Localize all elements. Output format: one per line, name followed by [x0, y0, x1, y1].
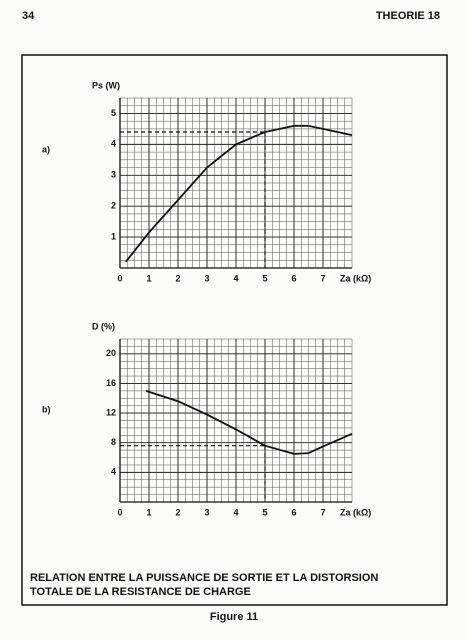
y-tick-label: 4: [111, 139, 116, 149]
y-axis-label: D (%): [92, 321, 115, 331]
y-tick-label: 1: [111, 231, 116, 241]
panel-label: b): [42, 404, 51, 414]
x-tick-label: 2: [175, 507, 180, 517]
x-tick-label: 4: [233, 507, 238, 517]
x-tick-label: 6: [291, 273, 296, 283]
caption: TOTALE DE LA RESISTANCE DE CHARGE: [30, 586, 251, 598]
x-axis-label: Za (kΩ): [340, 507, 371, 517]
caption: RELATION ENTRE LA PUISSANCE DE SORTIE ET…: [30, 572, 378, 584]
x-tick-label: 3: [204, 273, 209, 283]
x-tick-label: 0: [117, 273, 122, 283]
y-tick-label: 16: [106, 378, 116, 388]
x-tick-label: 7: [320, 273, 325, 283]
y-tick-label: 12: [106, 407, 116, 417]
x-axis-label: Za (kΩ): [340, 273, 371, 283]
x-tick-label: 0: [117, 507, 122, 517]
x-tick-label: 7: [320, 507, 325, 517]
y-tick-label: 2: [111, 201, 116, 211]
data-line: [125, 124, 353, 263]
figure-label: Figure 11: [210, 611, 258, 623]
x-tick-label: 5: [262, 507, 267, 517]
x-tick-label: 1: [146, 273, 151, 283]
y-tick-label: 3: [111, 170, 116, 180]
y-tick-label: 8: [111, 437, 116, 447]
panel-label: a): [42, 144, 50, 154]
x-tick-label: 6: [291, 507, 296, 517]
y-tick-label: 4: [111, 467, 116, 477]
y-tick-label: 5: [111, 108, 116, 118]
x-tick-label: 2: [175, 273, 180, 283]
page-number: 34: [22, 10, 35, 22]
data-line: [145, 390, 353, 455]
x-tick-label: 3: [204, 507, 209, 517]
x-tick-label: 4: [233, 273, 238, 283]
frame: [21, 54, 448, 606]
y-axis-label: Ps (W): [92, 80, 120, 90]
y-tick-label: 20: [106, 348, 116, 358]
x-tick-label: 5: [262, 273, 267, 283]
section-title: THEORIE 18: [376, 10, 440, 22]
x-tick-label: 1: [146, 507, 151, 517]
